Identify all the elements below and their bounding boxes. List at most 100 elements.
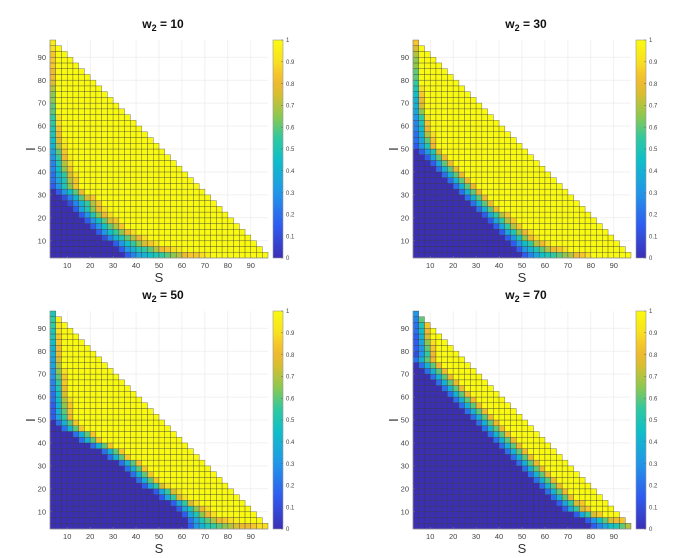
heatmap-cell xyxy=(481,391,488,398)
heatmap-cell xyxy=(118,465,125,472)
heatmap-cell xyxy=(66,148,74,155)
heatmap-cell xyxy=(66,419,74,426)
heatmap-cell xyxy=(550,448,557,455)
heatmap-cell xyxy=(429,137,437,144)
heatmap-cell xyxy=(429,252,437,259)
heatmap-cell xyxy=(504,459,511,467)
heatmap-cell xyxy=(130,194,137,201)
heatmap-cell xyxy=(78,194,85,201)
heatmap-cell xyxy=(527,246,534,253)
heatmap-cell xyxy=(153,471,160,478)
heatmap-cell xyxy=(61,56,68,64)
heatmap-cell xyxy=(452,362,460,369)
heatmap-cell xyxy=(135,459,143,467)
heatmap-cell xyxy=(441,85,448,92)
heatmap-cell xyxy=(487,234,494,242)
colorbar-tick-label: 0.2 xyxy=(649,484,658,490)
heatmap-cell xyxy=(464,165,471,173)
heatmap-cell xyxy=(170,194,177,201)
heatmap-cell xyxy=(418,165,425,173)
heatmap-cell xyxy=(475,385,483,392)
heatmap-cell xyxy=(141,523,148,530)
heatmap-cell xyxy=(527,454,534,461)
heatmap-cell xyxy=(107,177,114,184)
heatmap-cell xyxy=(429,327,437,335)
heatmap-cell xyxy=(504,419,511,426)
heatmap-cell xyxy=(493,414,500,421)
heatmap-cell xyxy=(187,448,194,455)
heatmap-cell xyxy=(447,125,454,133)
heatmap-cell xyxy=(181,505,188,513)
heatmap-cell xyxy=(181,194,188,201)
heatmap-cell xyxy=(458,217,465,224)
heatmap-cell xyxy=(447,223,454,230)
heatmap-cell xyxy=(78,385,85,392)
heatmap-cell xyxy=(510,431,517,438)
heatmap-cell xyxy=(533,252,540,259)
heatmap-cell xyxy=(158,459,165,467)
heatmap-cell xyxy=(475,120,483,127)
heatmap-cell xyxy=(61,223,68,230)
heatmap-cell xyxy=(481,517,488,524)
heatmap-cell xyxy=(61,454,68,461)
heatmap-cell xyxy=(198,465,206,472)
heatmap-cell xyxy=(55,125,62,133)
heatmap-cell xyxy=(424,517,431,524)
colorbar-tick-label: 1 xyxy=(649,309,653,315)
heatmap-cell xyxy=(487,471,494,478)
heatmap-cell xyxy=(470,385,477,392)
heatmap-cell xyxy=(84,436,91,444)
heatmap-cell xyxy=(510,454,517,461)
heatmap-cell xyxy=(118,160,125,167)
heatmap-cell xyxy=(72,183,79,190)
heatmap-cell xyxy=(101,114,108,121)
heatmap-cell xyxy=(193,488,200,495)
heatmap-cell xyxy=(130,425,137,432)
heatmap-cell xyxy=(493,442,500,449)
heatmap-cell xyxy=(619,517,626,524)
heatmap-cell xyxy=(112,165,120,173)
heatmap-cell xyxy=(475,459,483,467)
heatmap-cell xyxy=(429,345,437,352)
heatmap-cell xyxy=(221,488,229,495)
heatmap-cell xyxy=(130,183,137,190)
heatmap-cell xyxy=(521,165,528,173)
heatmap-cell xyxy=(101,194,108,201)
heatmap-cell xyxy=(89,154,97,161)
heatmap-cell xyxy=(55,356,62,363)
heatmap-cell xyxy=(429,500,437,507)
heatmap-cell xyxy=(66,465,74,472)
heatmap-cell xyxy=(521,511,528,518)
heatmap-cell xyxy=(118,436,125,444)
heatmap-cell xyxy=(584,494,592,501)
heatmap-cell xyxy=(95,482,102,490)
heatmap-cell xyxy=(72,414,79,421)
heatmap-cell xyxy=(49,477,56,484)
heatmap-cell xyxy=(181,494,188,501)
heatmap-cell xyxy=(544,523,551,530)
y-tick-label: 90 xyxy=(38,53,46,62)
heatmap-cell xyxy=(107,131,114,138)
heatmap-cell xyxy=(61,171,68,178)
heatmap-cell xyxy=(498,211,506,219)
heatmap-cell xyxy=(89,350,97,358)
heatmap-cell xyxy=(49,125,56,133)
heatmap-cell xyxy=(158,517,165,524)
heatmap-cell xyxy=(78,494,85,501)
heatmap-cell xyxy=(538,523,546,530)
heatmap-cell xyxy=(66,143,74,150)
heatmap-cell xyxy=(95,240,102,247)
heatmap-cell xyxy=(510,408,517,415)
heatmap-cell xyxy=(181,188,188,196)
heatmap-cell xyxy=(84,148,91,155)
colorbar-tick-label: 0.5 xyxy=(649,418,658,424)
heatmap-cell xyxy=(164,459,171,467)
x-tick-label: 10 xyxy=(426,261,434,270)
title-subscript: 2 xyxy=(152,23,157,33)
heatmap-cell xyxy=(475,494,483,501)
heatmap-cell xyxy=(470,114,477,121)
heatmap-cell xyxy=(452,385,460,392)
heatmap-cell xyxy=(556,494,563,501)
heatmap-cell xyxy=(561,459,569,467)
heatmap-cell xyxy=(216,211,223,219)
